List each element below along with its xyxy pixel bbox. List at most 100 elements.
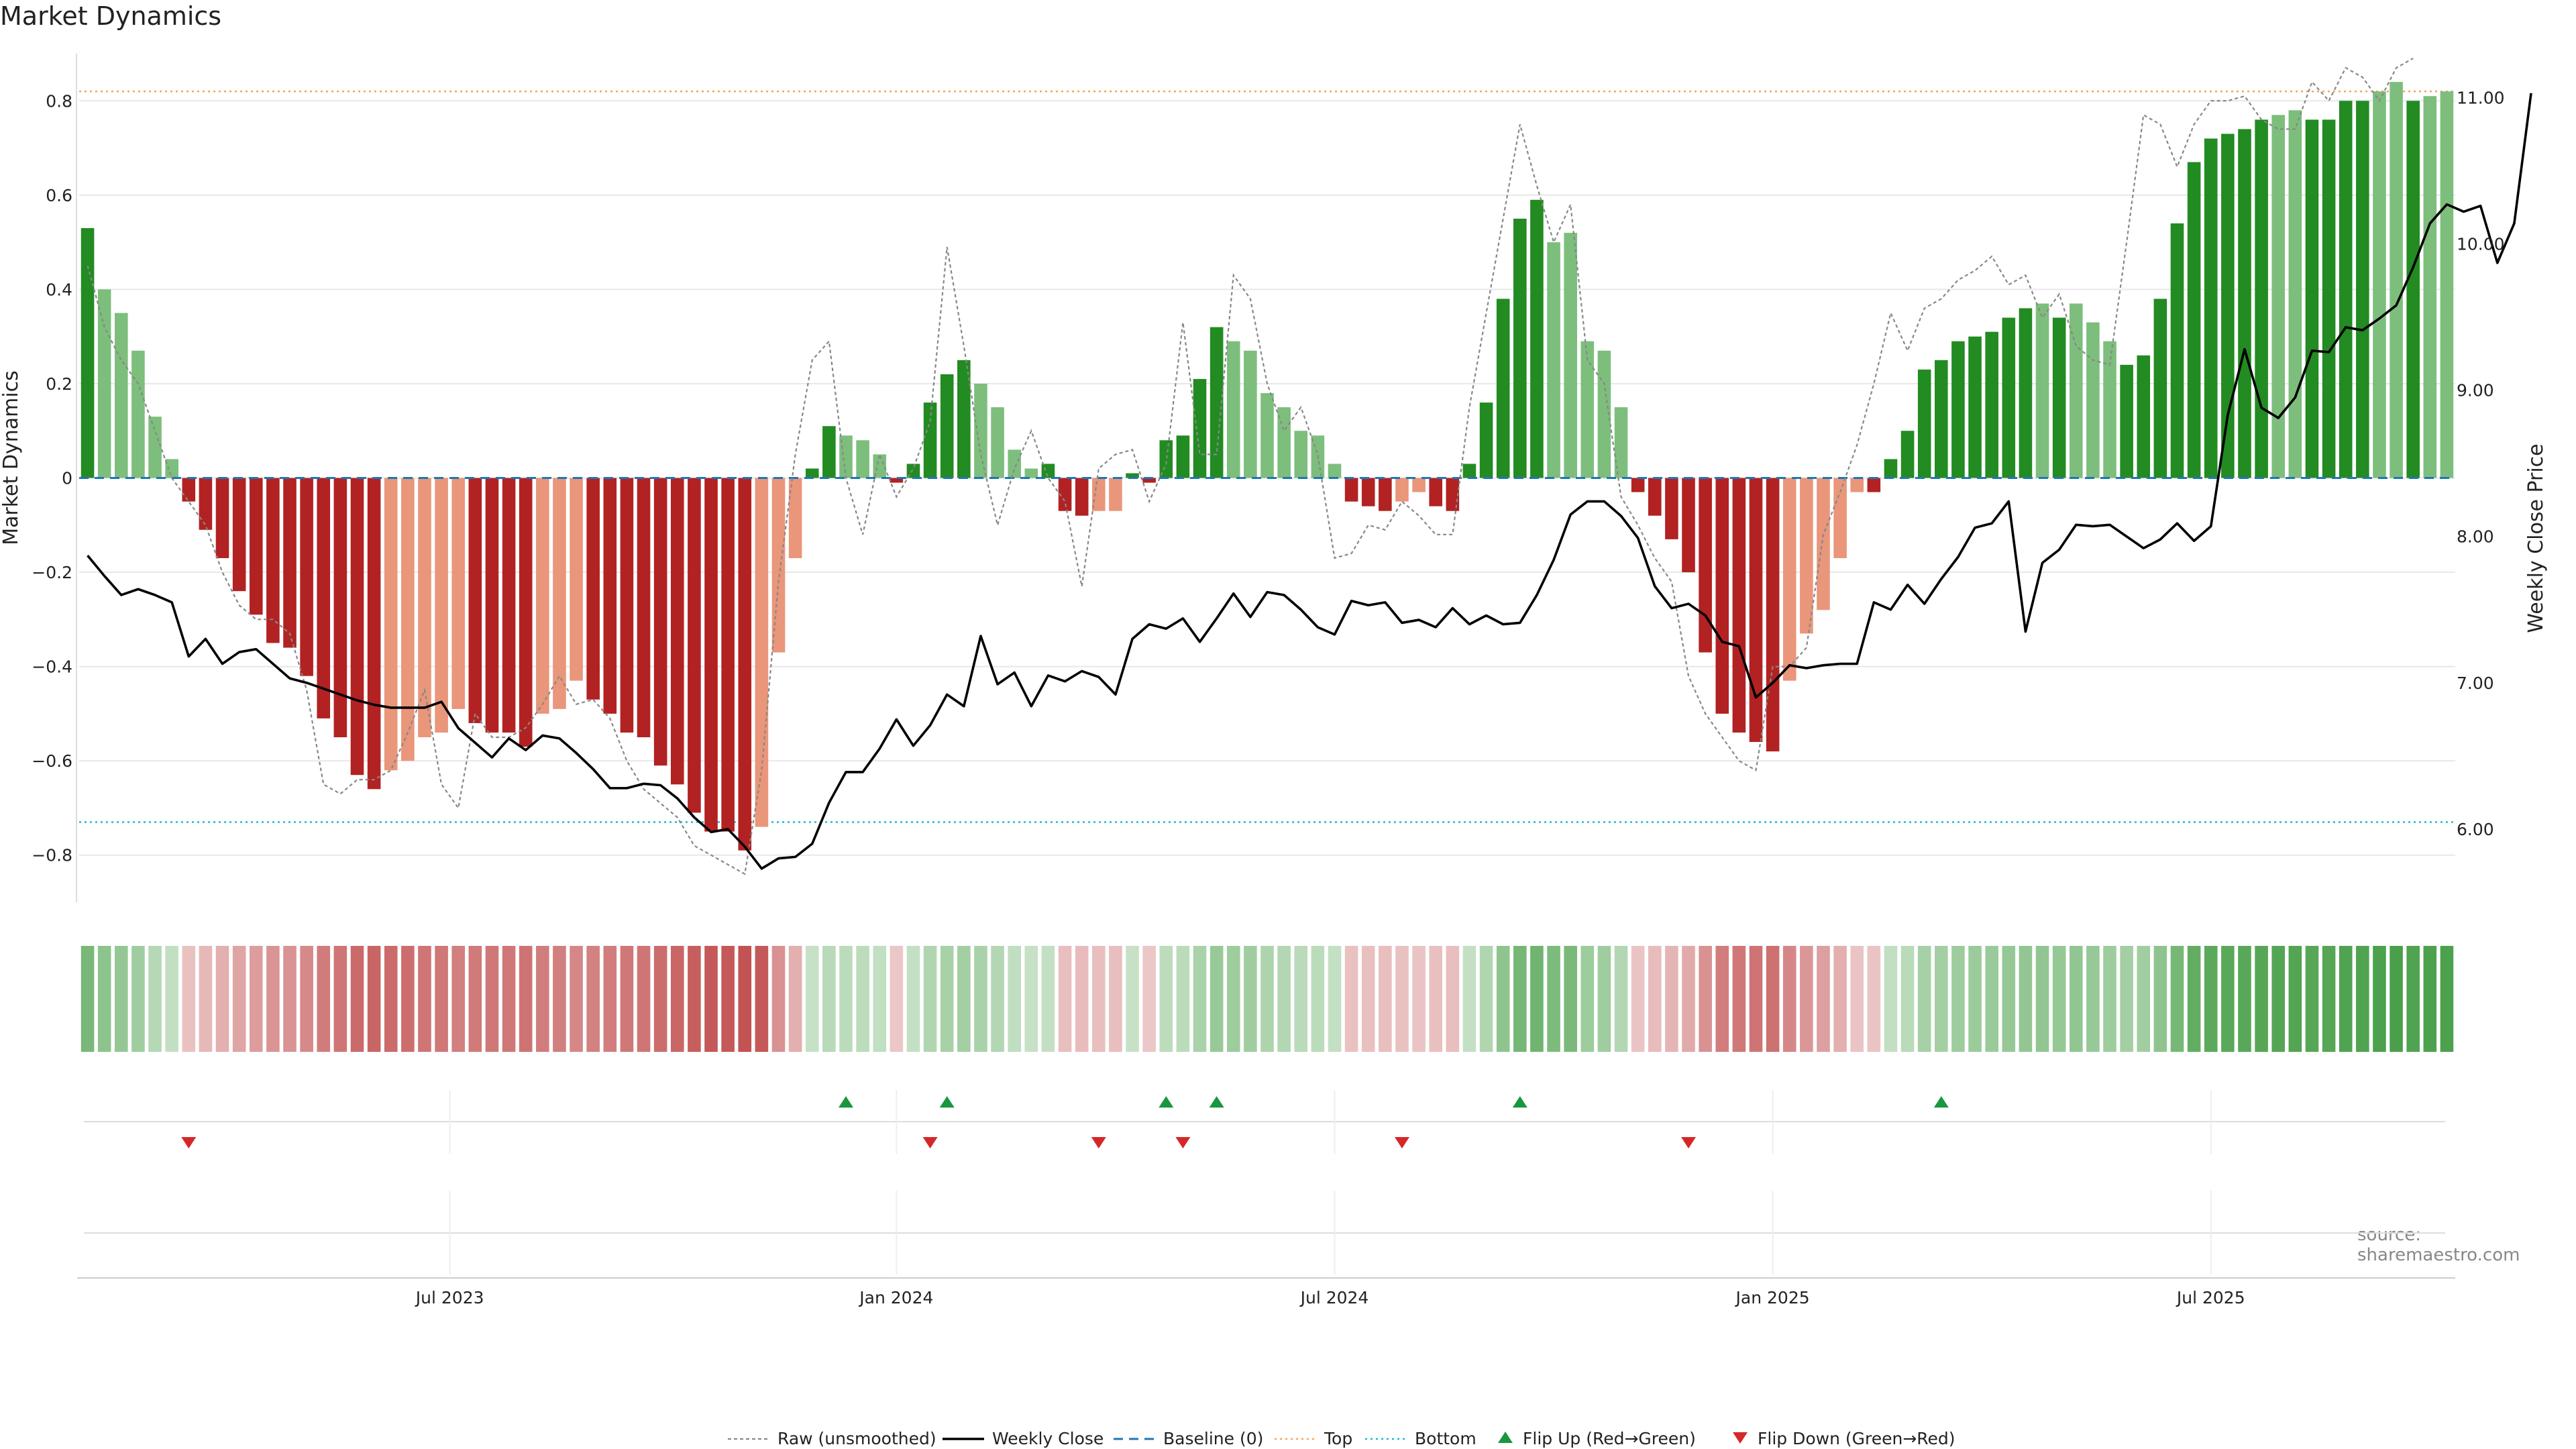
heat-strip-cell <box>2288 946 2302 1052</box>
flip-up-marker <box>1933 1096 1949 1108</box>
heat-strip-cell <box>1985 946 1998 1052</box>
heat-strip-cell <box>80 946 95 1052</box>
heat-strip-cell <box>1648 946 1662 1052</box>
heat-strip-cell <box>2137 946 2151 1052</box>
momentum-bar <box>1260 393 1274 478</box>
heat-strip-cell <box>805 946 819 1052</box>
heat-strip-cell <box>115 946 128 1052</box>
momentum-bar <box>1951 341 1965 478</box>
momentum-bar <box>1749 478 1763 743</box>
momentum-bars <box>79 82 2455 851</box>
heat-strip-cell <box>2406 946 2420 1052</box>
heat-strip-cell <box>232 946 246 1052</box>
momentum-bar <box>300 478 313 676</box>
momentum-bar <box>2187 162 2201 478</box>
heat-strip-cell <box>333 946 347 1052</box>
heat-strip-cell <box>1850 946 1864 1052</box>
y-left-tick-label: 0.8 <box>46 91 72 111</box>
momentum-bar <box>2204 138 2218 478</box>
heat-strip-cell <box>2339 946 2353 1052</box>
momentum-bar <box>991 407 1004 478</box>
flip-down-marker <box>1681 1137 1697 1148</box>
momentum-bar <box>232 478 246 592</box>
momentum-bar <box>1091 478 1106 511</box>
momentum-bar <box>2288 110 2302 478</box>
heat-strip-cell <box>1244 946 1257 1052</box>
heat-strip-cell <box>1749 946 1763 1052</box>
heat-strip-cell <box>1597 946 1611 1052</box>
momentum-bar <box>401 478 415 761</box>
heat-strip-cell <box>1968 946 1982 1052</box>
momentum-bar <box>1833 478 1847 558</box>
heat-strip-cell <box>1109 946 1122 1052</box>
momentum-bar <box>451 478 466 709</box>
heat-strip-cell <box>2153 946 2167 1052</box>
momentum-bar <box>1682 478 1695 573</box>
heat-strip-cell <box>873 946 887 1052</box>
heat-strip-cell <box>2373 946 2386 1052</box>
momentum-bar <box>1732 478 1746 733</box>
y-right-axis-label: Weekly Close Price <box>2524 443 2548 633</box>
momentum-bar <box>350 478 364 775</box>
momentum-bar <box>1075 478 1089 516</box>
heat-strip-cell <box>1715 946 1729 1052</box>
y-right-tick-label: 6.00 <box>2457 820 2494 839</box>
heat-strip-cell <box>199 946 213 1052</box>
heat-strip-cell <box>300 946 313 1052</box>
momentum-bar <box>435 478 448 733</box>
momentum-bar <box>333 478 347 738</box>
heat-strip-cell <box>1328 946 1342 1052</box>
heat-strip-cell <box>890 946 904 1052</box>
heat-strip-cell <box>1226 946 1240 1052</box>
momentum-bar <box>1446 478 1460 511</box>
heat-strip-cell <box>2204 946 2218 1052</box>
momentum-bar <box>620 478 634 733</box>
heat-strip-cell <box>1277 946 1291 1052</box>
momentum-bar <box>1244 350 1257 478</box>
heat-strip-cell <box>1547 946 1560 1052</box>
momentum-bar <box>1935 360 1948 478</box>
momentum-bar <box>1580 341 1595 478</box>
heat-strip-cell <box>738 946 752 1052</box>
momentum-bar <box>2406 101 2420 478</box>
heat-strip-cell <box>2356 946 2369 1052</box>
momentum-bar <box>2423 96 2437 478</box>
heat-strip-cell <box>721 946 735 1052</box>
y-left-tick-label: −0.8 <box>32 846 72 865</box>
heat-strip-cell <box>536 946 549 1052</box>
momentum-bar <box>199 478 213 530</box>
heat-strip-cell <box>2120 946 2133 1052</box>
momentum-bar <box>1361 478 1375 506</box>
y-left-axis-label: Market Dynamics <box>0 370 23 545</box>
heat-strip-cell <box>637 946 651 1052</box>
heat-strip-cell <box>1631 946 1645 1052</box>
x-tick-label: Jan 2025 <box>1735 1288 1810 1307</box>
legend-label: Baseline (0) <box>1163 1429 1263 1448</box>
heat-strip-cell <box>1446 946 1460 1052</box>
legend-label: Top <box>1324 1429 1352 1448</box>
momentum-bar <box>2019 308 2033 478</box>
momentum-bar <box>2390 82 2403 478</box>
momentum-bar <box>2271 115 2286 478</box>
x-tick-label: Jul 2025 <box>2176 1288 2245 1307</box>
momentum-bar <box>182 478 196 502</box>
momentum-bar <box>1530 199 1544 478</box>
momentum-bar <box>1479 402 1493 478</box>
heat-strip-cell <box>283 946 297 1052</box>
heat-strip-cell <box>839 946 853 1052</box>
heat-strip-cell <box>570 946 583 1052</box>
weekly-close-series <box>87 93 2532 870</box>
momentum-bar <box>1564 233 1577 478</box>
heat-strip-cell <box>1075 946 1089 1052</box>
heat-strip-cell <box>2322 946 2336 1052</box>
heat-strip-cell <box>586 946 600 1052</box>
heat-strip-cell <box>249 946 263 1052</box>
heat-strip-cell <box>1091 946 1106 1052</box>
legend: Raw (unsmoothed) Weekly Close Baseline (0)… <box>728 1429 1955 1448</box>
flip-down-marker <box>1394 1137 1409 1148</box>
heat-strip <box>80 946 2454 1052</box>
heat-strip-cell <box>620 946 634 1052</box>
momentum-bar <box>468 478 482 723</box>
heat-strip-cell <box>148 946 162 1052</box>
heat-strip-cell <box>1176 946 1190 1052</box>
